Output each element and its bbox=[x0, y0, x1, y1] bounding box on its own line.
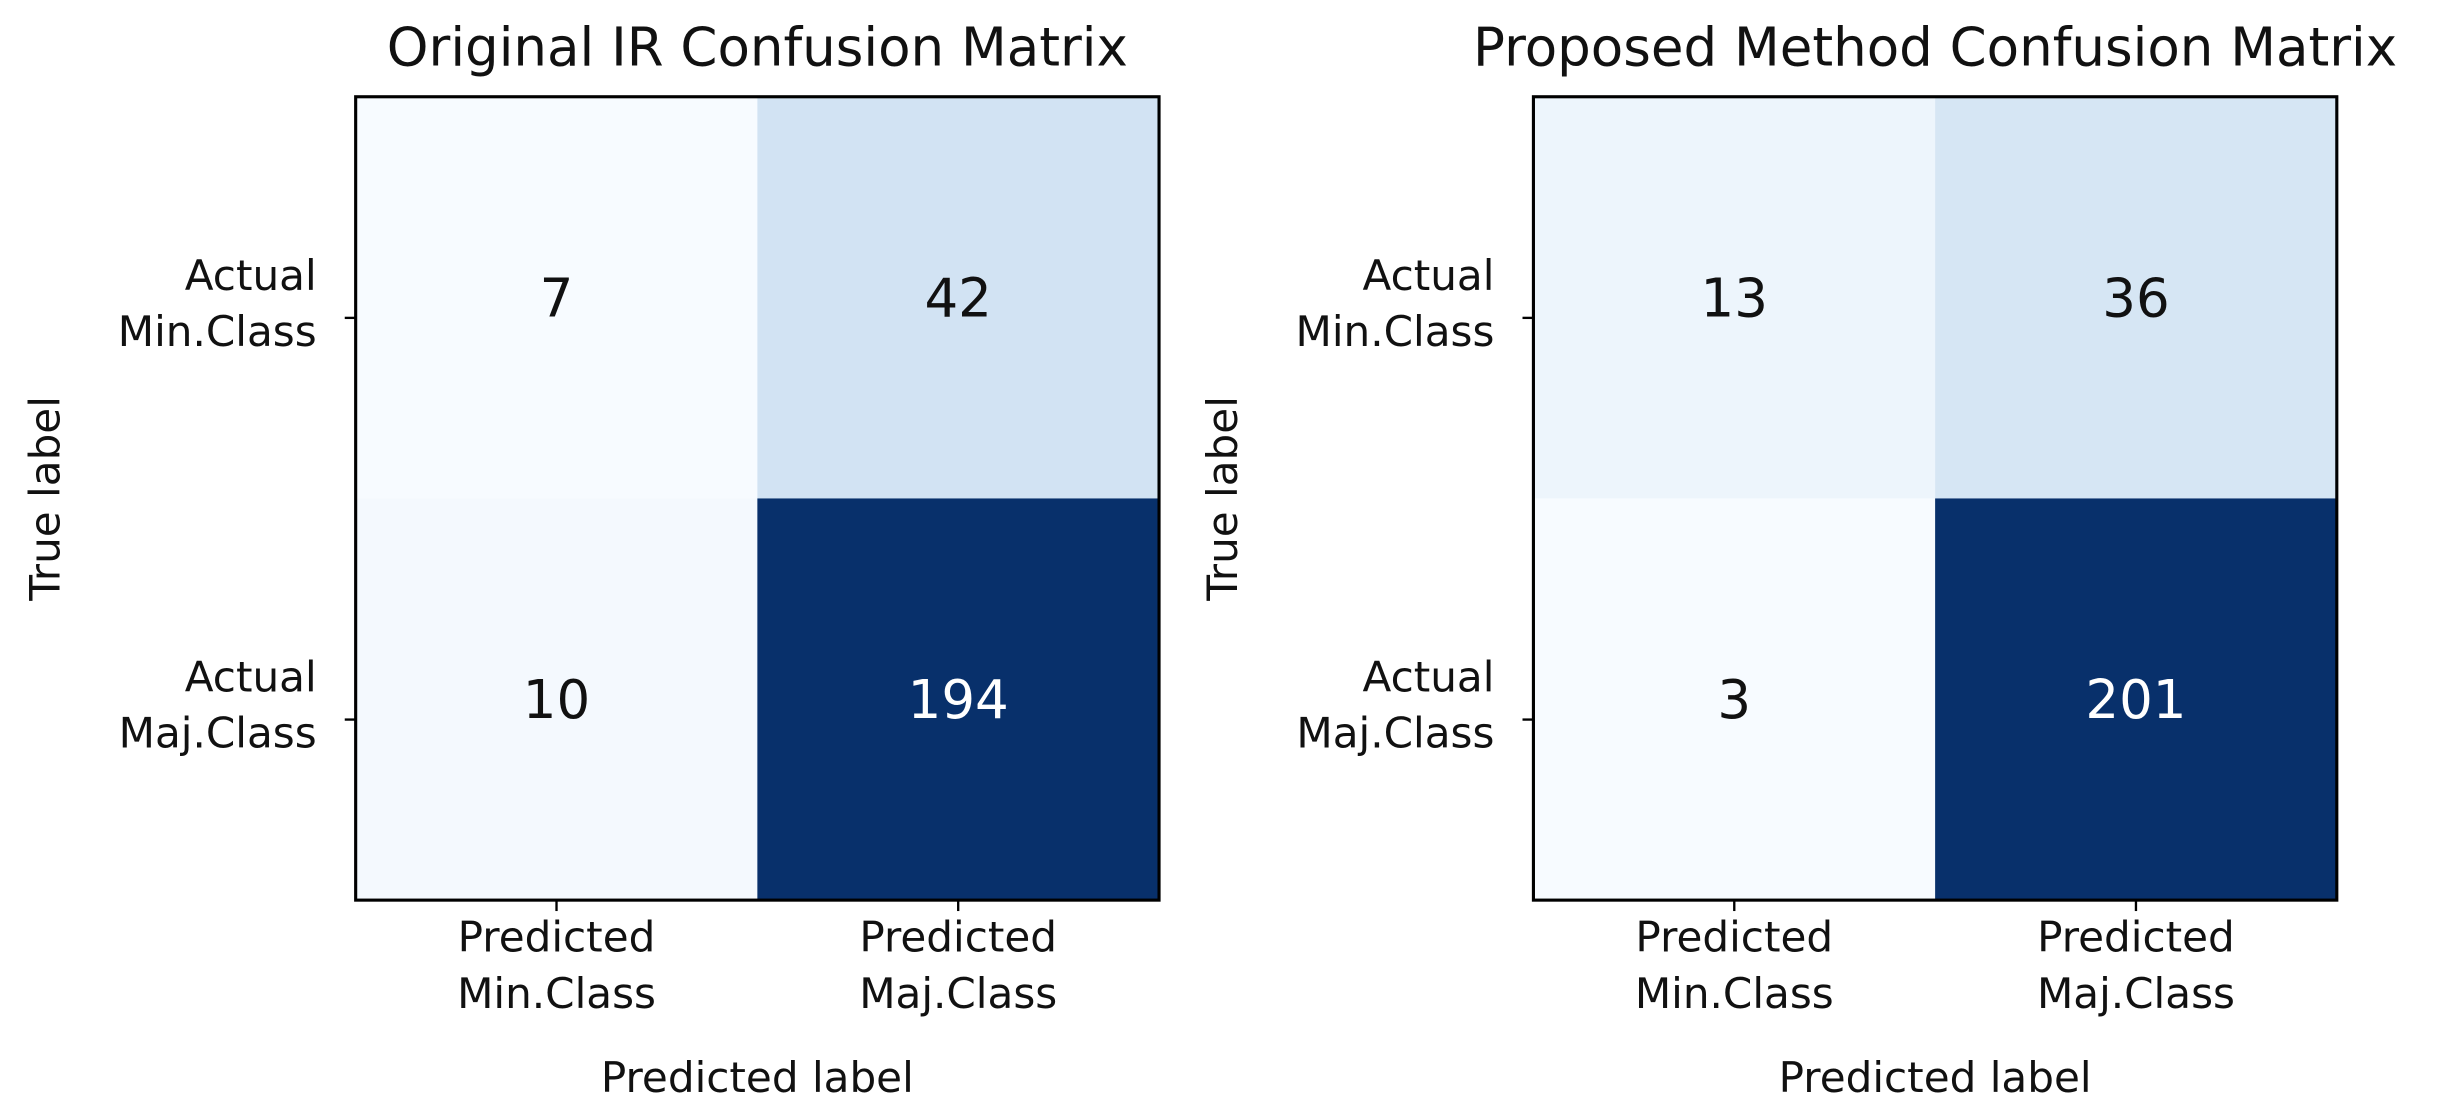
heatmap-cell bbox=[1935, 96, 2337, 499]
y-tick-label: Actual Min.Class bbox=[118, 251, 317, 356]
x-axis-label: Predicted label bbox=[1779, 1053, 2092, 1102]
cell-label: 194 bbox=[908, 669, 1009, 731]
cell-label: 13 bbox=[1701, 267, 1768, 329]
chart-title: Original IR Confusion Matrix bbox=[387, 17, 1128, 79]
y-tick-label: Actual Min.Class bbox=[1296, 251, 1495, 356]
axes-frame bbox=[1531, 95, 2339, 902]
x-tick-label: Predicted Maj.Class bbox=[859, 913, 1057, 1018]
heatmap-cell bbox=[1533, 498, 1936, 901]
y-tick-label: Actual Maj.Class bbox=[119, 652, 317, 757]
heatmap-cell bbox=[355, 498, 758, 901]
y-axis-label: True label bbox=[20, 396, 69, 602]
x-tick-label: Predicted Min.Class bbox=[457, 913, 656, 1018]
heatmap-cell bbox=[757, 96, 1160, 499]
x-tick-label: Predicted Min.Class bbox=[1635, 913, 1834, 1018]
chart-title: Proposed Method Confusion Matrix bbox=[1473, 17, 2397, 79]
cell-label: 201 bbox=[2085, 669, 2186, 731]
cell-label: 36 bbox=[2102, 267, 2169, 329]
y-tick-label: Actual Maj.Class bbox=[1296, 652, 1494, 757]
cell-label: 42 bbox=[924, 267, 991, 329]
cell-label: 10 bbox=[523, 669, 590, 731]
heatmap-cell bbox=[757, 498, 1160, 901]
cell-label: 3 bbox=[1717, 669, 1751, 731]
x-tick-label: Predicted Maj.Class bbox=[2037, 913, 2235, 1018]
cell-label: 7 bbox=[540, 267, 574, 329]
y-axis-label: True label bbox=[1198, 396, 1247, 602]
heatmap-cell bbox=[1935, 498, 2337, 901]
x-axis-label: Predicted label bbox=[601, 1053, 914, 1102]
axes-frame bbox=[354, 95, 1161, 902]
heatmap-cell bbox=[355, 96, 758, 499]
heatmap-cell bbox=[1533, 96, 1936, 499]
